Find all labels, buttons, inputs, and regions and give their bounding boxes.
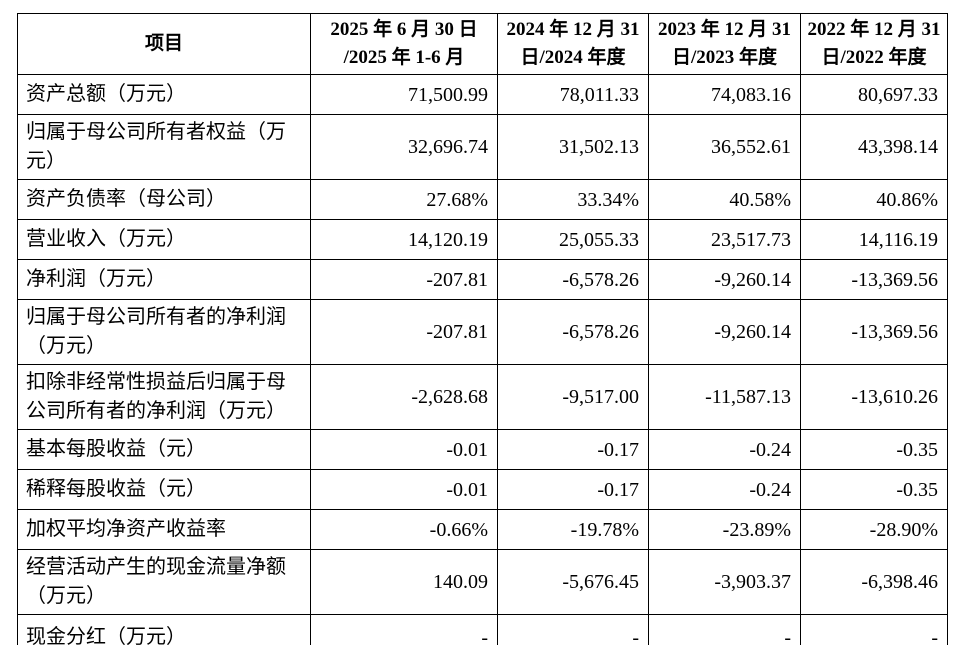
column-header-2023: 2023 年 12 月 31 日/2023 年度 xyxy=(648,13,801,75)
cell-value: -5,676.45 xyxy=(497,549,649,615)
cell-value: 23,517.73 xyxy=(648,219,801,260)
cell-value: 25,055.33 xyxy=(497,219,649,260)
cell-value: 27.68% xyxy=(310,179,498,220)
cell-value: - xyxy=(310,614,498,645)
column-header-line: 2022 年 12 月 31 xyxy=(807,19,941,40)
cell-value: 40.86% xyxy=(800,179,948,220)
cell-value: -9,517.00 xyxy=(497,364,649,430)
column-header-item: 项目 xyxy=(17,13,311,75)
column-header-line: 日/2023 年度 xyxy=(671,47,778,68)
cell-value: -207.81 xyxy=(310,259,498,300)
cell-value: -0.17 xyxy=(497,429,649,470)
cell-value: -11,587.13 xyxy=(648,364,801,430)
cell-value: -6,578.26 xyxy=(497,259,649,300)
cell-value: 33.34% xyxy=(497,179,649,220)
financial-summary-table: 项目 2025 年 6 月 30 日 /2025 年 1-6 月 2024 年 … xyxy=(17,13,948,645)
table-row-parent-net-profit: 归属于母公司所有者的净利润（万元） -207.81 -6,578.26 -9,2… xyxy=(17,299,948,365)
cell-value: -13,610.26 xyxy=(800,364,948,430)
row-label: 经营活动产生的现金流量净额（万元） xyxy=(17,549,311,615)
cell-value: -0.24 xyxy=(648,429,801,470)
cell-value: -0.01 xyxy=(310,469,498,510)
cell-value: -28.90% xyxy=(800,509,948,550)
table-row-basic-eps: 基本每股收益（元） -0.01 -0.17 -0.24 -0.35 xyxy=(17,429,948,470)
table-row-debt-ratio: 资产负债率（母公司） 27.68% 33.34% 40.58% 40.86% xyxy=(17,179,948,220)
cell-value: -3,903.37 xyxy=(648,549,801,615)
cell-value: - xyxy=(497,614,649,645)
column-header-line: /2025 年 1-6 月 xyxy=(343,47,465,68)
table-row-net-profit-excl-nonrecurring: 扣除非经常性损益后归属于母公司所有者的净利润（万元） -2,628.68 -9,… xyxy=(17,364,948,430)
row-label: 净利润（万元） xyxy=(17,259,311,300)
row-label: 现金分红（万元） xyxy=(17,614,311,645)
row-label: 归属于母公司所有者的净利润（万元） xyxy=(17,299,311,365)
table-row-weighted-roe: 加权平均净资产收益率 -0.66% -19.78% -23.89% -28.90… xyxy=(17,509,948,550)
column-header-2022: 2022 年 12 月 31 日/2022 年度 xyxy=(800,13,948,75)
cell-value: -13,369.56 xyxy=(800,299,948,365)
column-header-2025: 2025 年 6 月 30 日 /2025 年 1-6 月 xyxy=(310,13,498,75)
table-row-total-assets: 资产总额（万元） 71,500.99 78,011.33 74,083.16 8… xyxy=(17,74,948,115)
cell-value: 43,398.14 xyxy=(800,114,948,180)
cell-value: -0.24 xyxy=(648,469,801,510)
row-label: 资产总额（万元） xyxy=(17,74,311,115)
header-row: 项目 2025 年 6 月 30 日 /2025 年 1-6 月 2024 年 … xyxy=(17,13,948,75)
cell-value: -0.17 xyxy=(497,469,649,510)
table-row-net-profit: 净利润（万元） -207.81 -6,578.26 -9,260.14 -13,… xyxy=(17,259,948,300)
cell-value: -23.89% xyxy=(648,509,801,550)
table-row-diluted-eps: 稀释每股收益（元） -0.01 -0.17 -0.24 -0.35 xyxy=(17,469,948,510)
cell-value: - xyxy=(648,614,801,645)
column-header-2024: 2024 年 12 月 31 日/2024 年度 xyxy=(497,13,649,75)
table-row-cash-dividend: 现金分红（万元） - - - - xyxy=(17,614,948,645)
cell-value: -207.81 xyxy=(310,299,498,365)
cell-value: 140.09 xyxy=(310,549,498,615)
cell-value: -6,578.26 xyxy=(497,299,649,365)
cell-value: - xyxy=(800,614,948,645)
column-header-line: 项目 xyxy=(144,33,183,54)
cell-value: -0.01 xyxy=(310,429,498,470)
column-header-line: 2024 年 12 月 31 xyxy=(506,19,640,40)
cell-value: -2,628.68 xyxy=(310,364,498,430)
cell-value: 74,083.16 xyxy=(648,74,801,115)
cell-value: 31,502.13 xyxy=(497,114,649,180)
cell-value: 80,697.33 xyxy=(800,74,948,115)
cell-value: 32,696.74 xyxy=(310,114,498,180)
cell-value: 14,116.19 xyxy=(800,219,948,260)
cell-value: 40.58% xyxy=(648,179,801,220)
row-label: 基本每股收益（元） xyxy=(17,429,311,470)
column-header-line: 日/2024 年度 xyxy=(520,47,626,68)
cell-value: -0.35 xyxy=(800,429,948,470)
cell-value: 78,011.33 xyxy=(497,74,649,115)
cell-value: 71,500.99 xyxy=(310,74,498,115)
cell-value: -0.66% xyxy=(310,509,498,550)
cell-value: -13,369.56 xyxy=(800,259,948,300)
column-header-line: 2025 年 6 月 30 日 xyxy=(330,19,478,40)
cell-value: -9,260.14 xyxy=(648,299,801,365)
row-label: 稀释每股收益（元） xyxy=(17,469,311,510)
cell-value: -9,260.14 xyxy=(648,259,801,300)
row-label: 归属于母公司所有者权益（万元） xyxy=(17,114,311,180)
column-header-line: 日/2022 年度 xyxy=(821,47,927,68)
table-row-operating-cash-flow: 经营活动产生的现金流量净额（万元） 140.09 -5,676.45 -3,90… xyxy=(17,549,948,615)
table-row-parent-equity: 归属于母公司所有者权益（万元） 32,696.74 31,502.13 36,5… xyxy=(17,114,948,180)
row-label: 加权平均净资产收益率 xyxy=(17,509,311,550)
cell-value: -6,398.46 xyxy=(800,549,948,615)
row-label: 资产负债率（母公司） xyxy=(17,179,311,220)
cell-value: -19.78% xyxy=(497,509,649,550)
cell-value: 36,552.61 xyxy=(648,114,801,180)
row-label: 营业收入（万元） xyxy=(17,219,311,260)
cell-value: 14,120.19 xyxy=(310,219,498,260)
column-header-line: 2023 年 12 月 31 xyxy=(657,19,791,40)
cell-value: -0.35 xyxy=(800,469,948,510)
table-row-revenue: 营业收入（万元） 14,120.19 25,055.33 23,517.73 1… xyxy=(17,219,948,260)
row-label: 扣除非经常性损益后归属于母公司所有者的净利润（万元） xyxy=(17,364,311,430)
